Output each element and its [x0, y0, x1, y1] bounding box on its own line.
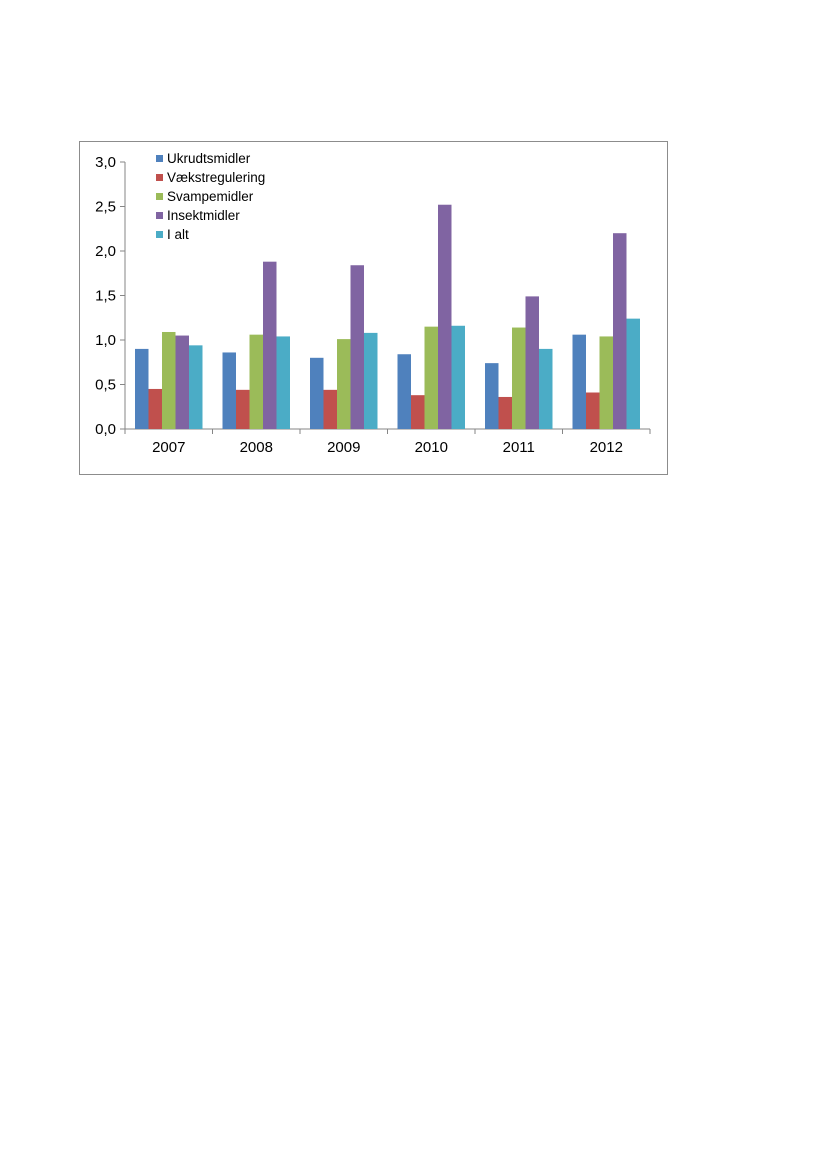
legend-swatch: [156, 174, 163, 181]
y-tick-label: 2,0: [95, 243, 116, 260]
legend-swatch: [156, 193, 163, 200]
bar-svampemidler-2008: [249, 334, 263, 429]
bar-i-alt-2011: [539, 348, 553, 429]
bar-v-kstregulering-2011: [498, 396, 512, 429]
legend-label: Vækstregulering: [167, 170, 265, 185]
bar-insektmidler-2007: [175, 335, 189, 429]
bar-i-alt-2009: [364, 332, 378, 429]
y-tick-label: 0,0: [95, 421, 116, 438]
bar-ukrudtsmidler-2011: [485, 363, 499, 429]
x-tick-label: 2008: [240, 439, 273, 456]
legend: Ukrudtsmidler Vækstregulering Svampemidler…: [156, 151, 265, 242]
bar-i-alt-2007: [189, 345, 203, 429]
bar-i-alt-2010: [451, 325, 465, 429]
bar-v-kstregulering-2007: [148, 388, 162, 429]
y-tick-label: 3,0: [95, 154, 116, 171]
y-tick-label: 0,5: [95, 377, 116, 394]
bar-v-kstregulering-2009: [323, 389, 337, 429]
bar-ukrudtsmidler-2012: [572, 334, 586, 429]
bar-v-kstregulering-2008: [236, 389, 250, 429]
bar-insektmidler-2010: [438, 204, 452, 429]
y-tick-label: 2,5: [95, 199, 116, 216]
bar-ukrudtsmidler-2010: [397, 354, 411, 429]
legend-label: Ukrudtsmidler: [167, 151, 251, 166]
bar-insektmidler-2008: [263, 261, 277, 429]
x-tick-label: 2010: [415, 439, 448, 456]
bar-chart: 0,0 0,5 1,0 1,5 2,0 2,5 3,0 2007 2008 2009 2010 201…: [95, 151, 651, 456]
bar-ukrudtsmidler-2008: [222, 352, 236, 429]
bar-v-kstregulering-2010: [411, 395, 425, 429]
bar-ukrudtsmidler-2007: [135, 348, 149, 429]
bar-i-alt-2012: [626, 318, 640, 429]
legend-swatch: [156, 231, 163, 238]
legend-label: Insektmidler: [167, 208, 240, 223]
bar-svampemidler-2009: [337, 339, 351, 429]
legend-swatch: [156, 212, 163, 219]
bar-svampemidler-2010: [424, 326, 438, 429]
chart-frame: 0,0 0,5 1,0 1,5 2,0 2,5 3,0 2007 2008 2009 2010 201…: [79, 141, 668, 475]
bar-svampemidler-2007: [162, 331, 176, 429]
bar-insektmidler-2009: [350, 265, 364, 429]
bar-insektmidler-2012: [613, 233, 627, 429]
bar-svampemidler-2011: [512, 327, 526, 429]
bar-v-kstregulering-2012: [586, 392, 600, 429]
x-tick-label: 2009: [327, 439, 360, 456]
y-tick-label: 1,0: [95, 332, 116, 349]
legend-label: I alt: [167, 227, 189, 242]
bar-svampemidler-2012: [599, 336, 613, 429]
x-tick-label: 2011: [503, 439, 535, 456]
y-tick-label: 1,5: [95, 288, 116, 305]
x-tick-label: 2012: [590, 439, 623, 456]
bar-i-alt-2008: [276, 336, 290, 429]
bar-insektmidler-2011: [525, 296, 539, 429]
axes: 0,0 0,5 1,0 1,5 2,0 2,5 3,0 2007 2008 2009 2010 201…: [95, 154, 651, 456]
legend-swatch: [156, 155, 163, 162]
bars: [135, 204, 640, 429]
bar-ukrudtsmidler-2009: [310, 357, 324, 429]
legend-label: Svampemidler: [167, 189, 254, 204]
x-tick-label: 2007: [152, 439, 185, 456]
